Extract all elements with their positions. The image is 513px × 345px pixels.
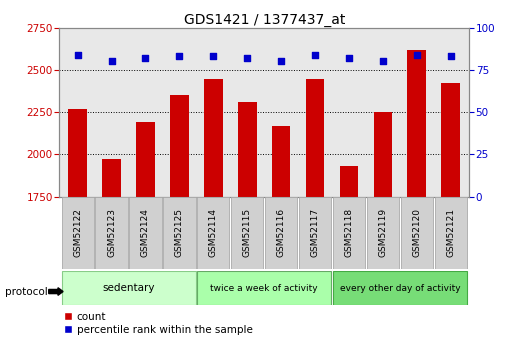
- Bar: [197, 271, 331, 305]
- Text: GSM52118: GSM52118: [345, 208, 353, 257]
- Bar: [333, 197, 365, 269]
- Bar: [407, 50, 426, 345]
- Bar: [340, 166, 358, 345]
- Bar: [197, 197, 229, 269]
- Legend: count, percentile rank within the sample: count, percentile rank within the sample: [64, 312, 252, 335]
- Text: GSM52117: GSM52117: [310, 208, 320, 257]
- Bar: [299, 197, 331, 269]
- Text: GSM52116: GSM52116: [277, 208, 286, 257]
- Point: [345, 55, 353, 61]
- Text: every other day of activity: every other day of activity: [340, 284, 460, 293]
- Point: [379, 59, 387, 64]
- Bar: [102, 159, 121, 345]
- Bar: [231, 197, 263, 269]
- Bar: [333, 271, 467, 305]
- Bar: [272, 126, 290, 345]
- Bar: [129, 197, 162, 269]
- Bar: [68, 109, 87, 345]
- Bar: [441, 83, 460, 345]
- Text: GSM52121: GSM52121: [446, 208, 455, 257]
- Text: twice a week of activity: twice a week of activity: [210, 284, 318, 293]
- Bar: [401, 197, 433, 269]
- Text: protocol: protocol: [5, 287, 48, 296]
- Text: GSM52115: GSM52115: [243, 208, 252, 257]
- Point: [447, 53, 455, 59]
- Point: [209, 53, 218, 59]
- Bar: [373, 112, 392, 345]
- Text: GSM52119: GSM52119: [379, 208, 387, 257]
- Bar: [306, 79, 324, 345]
- Point: [175, 53, 184, 59]
- Point: [243, 55, 251, 61]
- Bar: [204, 79, 223, 345]
- Text: GSM52124: GSM52124: [141, 208, 150, 257]
- Bar: [62, 271, 195, 305]
- Bar: [265, 197, 297, 269]
- Bar: [238, 102, 256, 345]
- Point: [142, 55, 150, 61]
- Title: GDS1421 / 1377437_at: GDS1421 / 1377437_at: [184, 12, 345, 27]
- Text: GSM52120: GSM52120: [412, 208, 421, 257]
- Bar: [170, 95, 189, 345]
- Bar: [163, 197, 195, 269]
- Point: [311, 52, 319, 57]
- Bar: [367, 197, 399, 269]
- Bar: [136, 122, 155, 345]
- Text: GSM52114: GSM52114: [209, 208, 218, 257]
- Text: sedentary: sedentary: [102, 283, 155, 293]
- Bar: [62, 197, 94, 269]
- Text: GSM52123: GSM52123: [107, 208, 116, 257]
- Point: [73, 52, 82, 57]
- Point: [277, 59, 285, 64]
- Point: [413, 52, 421, 57]
- Point: [107, 59, 115, 64]
- Bar: [435, 197, 467, 269]
- Text: GSM52125: GSM52125: [175, 208, 184, 257]
- Bar: [95, 197, 128, 269]
- Text: GSM52122: GSM52122: [73, 208, 82, 257]
